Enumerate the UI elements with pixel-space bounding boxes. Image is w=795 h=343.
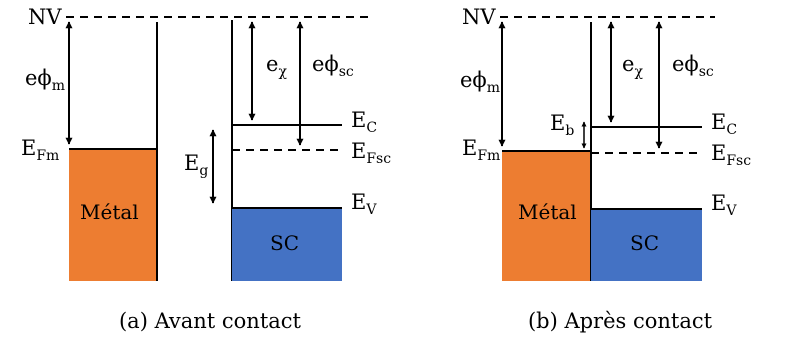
- panel-a-ephi-sc-label: eϕsc: [312, 52, 354, 80]
- panel-a-sc-block: [232, 208, 342, 281]
- panel-a-efsc-label: EFsc: [351, 139, 391, 167]
- panel-a-ephi-m-label: eϕm: [25, 66, 65, 94]
- panel-b-eb-label: Eb: [550, 111, 574, 139]
- panel-a: NV Métal eϕm EFm SC eχ eϕsc Eg EC EFsc E…: [21, 5, 391, 333]
- panel-b-efm-label: EFm: [462, 136, 500, 164]
- panel-b-caption: (b) Après contact: [528, 309, 713, 333]
- panel-b-ev-label: EV: [711, 191, 737, 219]
- panel-a-echi-label: eχ: [266, 52, 287, 80]
- panel-a-ec-label: EC: [351, 108, 377, 136]
- panel-b: NV Métal eϕm EFm SC Eb eχ eϕsc EC EFsc E: [460, 5, 751, 333]
- panel-b-efsc-label: EFsc: [711, 141, 751, 169]
- panel-b-ephi-sc-label: eϕsc: [672, 52, 714, 80]
- panel-a-caption: (a) Avant contact: [119, 309, 302, 333]
- panel-b-echi-label: eχ: [622, 52, 643, 80]
- panel-a-nv-label: NV: [28, 5, 62, 29]
- panel-a-metal-label: Métal: [80, 200, 139, 224]
- panel-b-nv-label: NV: [462, 5, 496, 29]
- panel-b-ec-label: EC: [711, 110, 737, 138]
- panel-b-metal-label: Métal: [518, 200, 577, 224]
- panel-a-metal-block: [69, 149, 157, 281]
- panel-a-efm-label: EFm: [21, 136, 59, 164]
- panel-a-ev-label: EV: [351, 190, 377, 218]
- panel-b-sc-block: [591, 209, 702, 281]
- panel-b-metal-block: [502, 151, 591, 281]
- panel-a-eg-label: Eg: [184, 151, 208, 179]
- panel-b-ephi-m-label: eϕm: [460, 68, 500, 96]
- panel-b-sc-label: SC: [630, 231, 659, 255]
- panel-a-sc-label: SC: [270, 231, 299, 255]
